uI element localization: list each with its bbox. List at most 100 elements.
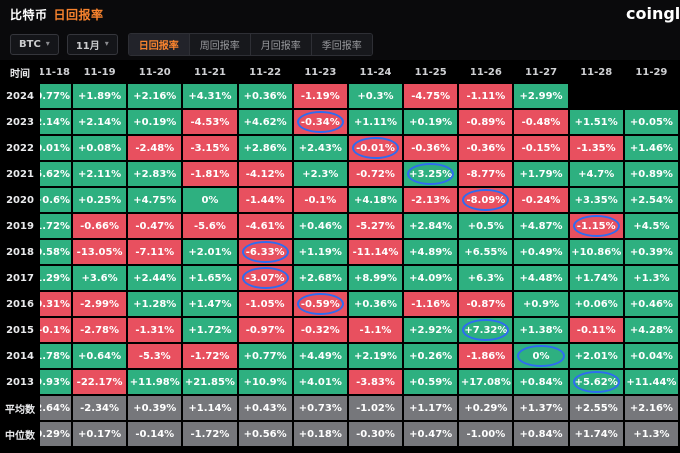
cell-2023-11-21: -4.53% (183, 110, 237, 134)
cell-2024-11-29 (625, 84, 678, 108)
page-title: 比特币 日回报率 (10, 6, 104, 23)
cell-中位数-11-27: +0.84% (514, 422, 568, 446)
tab-季回报率[interactable]: 季回报率 (310, 33, 372, 55)
column-header-11-18: 11-18 (40, 66, 70, 78)
cell-2016-11-25: -1.16% (404, 292, 458, 316)
cell-2018-11-23: +1.19% (293, 240, 347, 264)
cell-2017-11-28: +1.74% (569, 266, 623, 290)
cell-2014-11-19: +0.64% (73, 344, 127, 368)
cell-2015-11-27: +1.38% (514, 318, 568, 342)
table-row-2020: 2020 +0.6%+0.25%+4.75%0%-1.44%-0.1%+4.18%… (2, 188, 678, 212)
cell-2020-11-22: -1.44% (238, 188, 292, 212)
cell-2020-11-21: 0% (183, 188, 237, 212)
cell-2020-11-25: -2.13% (404, 188, 458, 212)
cell-2023-11-29: +0.05% (624, 110, 678, 134)
cell-中位数-11-28: +1.74% (569, 422, 623, 446)
cell-2014-11-27: 0% (514, 344, 568, 368)
cell-2018-11-29: +0.39% (624, 240, 678, 264)
cell-平均数-11-20: +0.39% (128, 396, 182, 420)
table-row-平均数: 平均数 +2.64%-2.34%+0.39%+1.14%+0.43%+0.73%-… (2, 396, 678, 420)
table-row-2024: 2024 +0.77%+1.89%+2.16%+4.31%+0.36%-1.19%… (2, 84, 678, 108)
cell-平均数-11-24: -1.02% (348, 396, 403, 420)
period-tabs: 日回报率 周回报率 月回报率 季回报率 (127, 32, 373, 56)
column-header-11-19: 11-19 (83, 66, 116, 78)
table-row-2022: 2022 +0.01%+0.08%-2.48%-3.15%+2.86%+2.43%… (2, 136, 678, 160)
cell-2024-11-28 (570, 84, 623, 108)
cell-2016-11-19: -2.99% (73, 292, 127, 316)
row-label-中位数: 中位数 (5, 430, 35, 442)
month-select[interactable]: 11月 ▾ (66, 33, 118, 55)
cell-2022-11-18: +0.01% (40, 136, 71, 160)
coin-select[interactable]: BTC ▾ (10, 33, 59, 55)
cell-中位数-11-26: -1.00% (459, 422, 513, 446)
cell-2017-11-29: +1.3% (624, 266, 678, 290)
cell-2021-11-20: +2.83% (128, 162, 182, 186)
cell-中位数-11-24: -0.30% (348, 422, 403, 446)
returns-heatmap-table: 时间 11-18 11-19 11-20 11-21 11-22 11-23 11-24 11-… (0, 60, 680, 446)
cell-2015-11-26: +7.32% (459, 318, 513, 342)
table-row-2013: 2013 +9.93%-22.17%+11.98%+21.85%+10.9%+4.… (2, 370, 678, 394)
table-row-2015: 2015 -0.1% -2.78% -1.31% +1.72% -0.97% -0.32% -… (2, 318, 678, 342)
row-label-平均数: 平均数 (5, 404, 35, 416)
cell-2019-11-25: +2.84% (404, 214, 458, 238)
row-label-2021: 2021 (6, 168, 34, 180)
cell-2013-11-29: +11.44% (624, 370, 678, 394)
cell-中位数-11-21: -1.72% (183, 422, 237, 446)
cell-平均数-11-27: +1.37% (514, 396, 568, 420)
cell-2015-11-25: +2.92% (404, 318, 458, 342)
cell-2023-11-28: +1.51% (569, 110, 623, 134)
cell-2015-11-20: -1.31% (128, 318, 182, 342)
cell-2016-11-18: -0.31% (40, 292, 71, 316)
cell-2019-11-28: -1.15% (569, 214, 623, 238)
cell-2021-11-22: -4.12% (238, 162, 292, 186)
cell-2016-11-22: -1.05% (238, 292, 292, 316)
cell-2015-11-21: +1.72% (183, 318, 237, 342)
cell-2016-11-24: +0.36% (348, 292, 403, 316)
column-header-11-23: 11-23 (304, 66, 337, 78)
column-header-11-24: 11-24 (359, 66, 392, 78)
cell-2014-11-23: +4.49% (293, 344, 347, 368)
brand-logo[interactable]: coinglass (626, 4, 680, 23)
cell-2022-11-24: -0.01% (348, 136, 403, 160)
cell-2021-11-25: +3.25% (404, 162, 458, 186)
cell-2018-11-27: +0.49% (514, 240, 568, 264)
cell-2021-11-27: +1.79% (514, 162, 568, 186)
cell-2017-11-26: +6.3% (459, 266, 513, 290)
cell-2020-11-27: -0.24% (514, 188, 568, 212)
cell-2014-11-18: +1.78% (40, 344, 71, 368)
row-label-2018: 2018 (6, 246, 34, 258)
cell-2022-11-29: +1.46% (624, 136, 678, 160)
cell-2013-11-26: +17.08% (459, 370, 513, 394)
cell-2023-11-22: +4.62% (238, 110, 292, 134)
cell-2021-11-21: -1.81% (183, 162, 237, 186)
cell-中位数-11-22: +0.56% (238, 422, 292, 446)
cell-2018-11-18: +0.58% (40, 240, 71, 264)
tab-月回报率[interactable]: 月回报率 (249, 33, 311, 55)
tab-日回报率[interactable]: 日回报率 (128, 33, 189, 55)
row-label-2017: 2017 (6, 272, 34, 284)
cell-2018-11-20: -7.11% (128, 240, 182, 264)
cell-2022-11-23: +2.43% (293, 136, 347, 160)
row-label-2015: 2015 (6, 324, 34, 336)
cell-2022-11-22: +2.86% (238, 136, 292, 160)
tab-周回报率[interactable]: 周回报率 (188, 33, 250, 55)
cell-2019-11-26: +0.5% (459, 214, 513, 238)
cell-2018-11-25: +4.89% (404, 240, 458, 264)
cell-2013-11-21: +21.85% (183, 370, 237, 394)
cell-2024-11-19: +1.89% (73, 84, 127, 108)
table-row-2017: 2017+1.29%+3.6%+2.44%+1.65%-3.07%+2.68%+… (2, 266, 678, 290)
cell-2017-11-21: +1.65% (183, 266, 237, 290)
cell-2024-11-20: +2.16% (128, 84, 182, 108)
cell-2018-11-26: +6.55% (459, 240, 513, 264)
cell-2021-11-29: +0.89% (624, 162, 678, 186)
cell-平均数-11-25: +1.17% (404, 396, 458, 420)
column-header-11-25: 11-25 (414, 66, 447, 78)
cell-平均数-11-22: +0.43% (238, 396, 292, 420)
cell-2024-11-22: +0.36% (238, 84, 292, 108)
cell-2015-11-29: +4.28% (624, 318, 678, 342)
cell-2024-11-23: -1.19% (293, 84, 347, 108)
cell-2021-11-26: -8.77% (459, 162, 513, 186)
table-row-2023: 2023+2.14%+2.14%+0.19%-4.53%+4.62%-0.34%… (2, 110, 678, 134)
cell-2016-11-27: +0.9% (514, 292, 568, 316)
cell-2022-11-28: -1.35% (569, 136, 623, 160)
